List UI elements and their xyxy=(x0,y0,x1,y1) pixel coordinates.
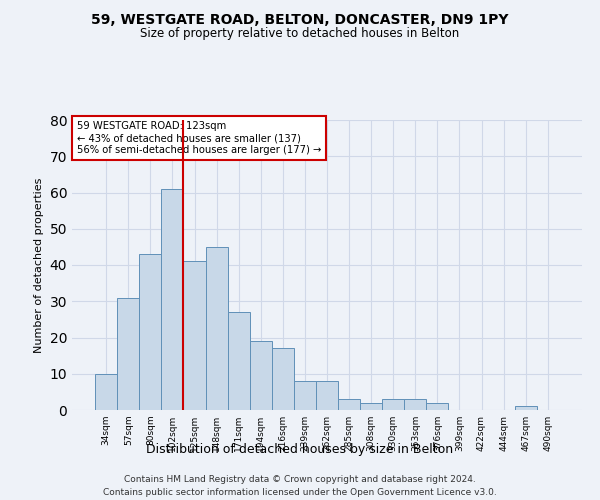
Bar xyxy=(272,348,294,410)
Text: Contains public sector information licensed under the Open Government Licence v3: Contains public sector information licen… xyxy=(103,488,497,497)
Bar xyxy=(427,403,448,410)
Y-axis label: Number of detached properties: Number of detached properties xyxy=(34,178,44,352)
Bar xyxy=(161,189,184,410)
Bar xyxy=(184,262,206,410)
Bar xyxy=(206,247,227,410)
Bar xyxy=(95,374,117,410)
Text: Contains HM Land Registry data © Crown copyright and database right 2024.: Contains HM Land Registry data © Crown c… xyxy=(124,476,476,484)
Text: Size of property relative to detached houses in Belton: Size of property relative to detached ho… xyxy=(140,28,460,40)
Bar xyxy=(338,399,360,410)
Bar xyxy=(139,254,161,410)
Bar xyxy=(382,399,404,410)
Bar xyxy=(250,341,272,410)
Bar xyxy=(515,406,537,410)
Text: 59 WESTGATE ROAD: 123sqm
← 43% of detached houses are smaller (137)
56% of semi-: 59 WESTGATE ROAD: 123sqm ← 43% of detach… xyxy=(77,122,322,154)
Bar xyxy=(316,381,338,410)
Text: 59, WESTGATE ROAD, BELTON, DONCASTER, DN9 1PY: 59, WESTGATE ROAD, BELTON, DONCASTER, DN… xyxy=(91,12,509,26)
Bar xyxy=(117,298,139,410)
Bar xyxy=(294,381,316,410)
Text: Distribution of detached houses by size in Belton: Distribution of detached houses by size … xyxy=(146,444,454,456)
Bar xyxy=(360,403,382,410)
Bar xyxy=(227,312,250,410)
Bar xyxy=(404,399,427,410)
